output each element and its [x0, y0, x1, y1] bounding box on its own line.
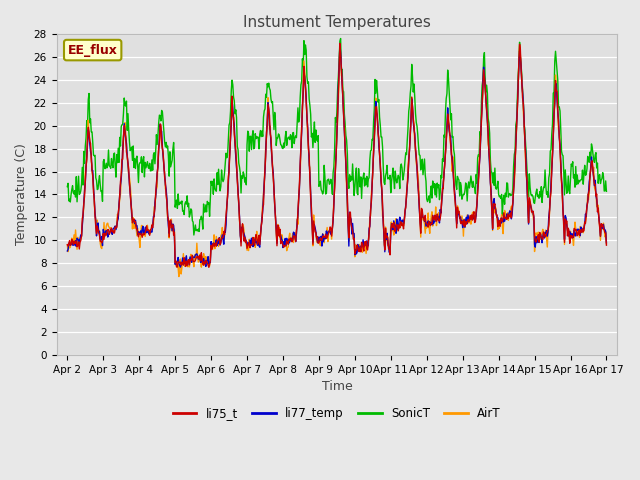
li75_t: [330, 216, 337, 222]
X-axis label: Time: Time: [321, 380, 352, 393]
Y-axis label: Temperature (C): Temperature (C): [15, 144, 28, 245]
li75_t: [182, 264, 189, 269]
SonicT: [436, 197, 444, 203]
li75_t: [383, 235, 390, 240]
SonicT: [205, 214, 213, 219]
AirT: [205, 263, 213, 269]
Line: SonicT: SonicT: [67, 38, 607, 235]
SonicT: [330, 169, 337, 175]
AirT: [555, 127, 563, 133]
li77_temp: [182, 253, 190, 259]
li75_t: [603, 242, 611, 248]
AirT: [182, 254, 190, 260]
li77_temp: [436, 220, 444, 226]
AirT: [336, 41, 344, 47]
AirT: [603, 241, 611, 247]
AirT: [175, 274, 183, 279]
li75_t: [436, 218, 444, 224]
SonicT: [555, 104, 563, 110]
SonicT: [337, 36, 344, 41]
li77_temp: [177, 264, 184, 270]
SonicT: [190, 232, 198, 238]
li75_t: [205, 264, 212, 270]
AirT: [330, 217, 337, 223]
SonicT: [383, 169, 390, 175]
li77_temp: [383, 236, 390, 242]
li77_temp: [603, 240, 611, 246]
Line: AirT: AirT: [67, 44, 607, 276]
li77_temp: [336, 41, 344, 47]
Line: li77_temp: li77_temp: [67, 44, 607, 267]
li75_t: [205, 262, 213, 267]
SonicT: [63, 184, 71, 190]
Line: li75_t: li75_t: [67, 43, 607, 267]
AirT: [383, 237, 390, 243]
AirT: [63, 242, 71, 248]
SonicT: [603, 189, 611, 194]
li77_temp: [63, 248, 71, 254]
li75_t: [63, 242, 71, 248]
SonicT: [182, 199, 189, 204]
li77_temp: [555, 117, 563, 123]
li77_temp: [205, 260, 213, 265]
Legend: li75_t, li77_temp, SonicT, AirT: li75_t, li77_temp, SonicT, AirT: [168, 403, 506, 425]
li75_t: [555, 120, 563, 126]
li77_temp: [330, 217, 337, 223]
Title: Instument Temperatures: Instument Temperatures: [243, 15, 431, 30]
Text: EE_flux: EE_flux: [68, 44, 118, 57]
AirT: [436, 217, 444, 223]
li75_t: [336, 40, 344, 46]
